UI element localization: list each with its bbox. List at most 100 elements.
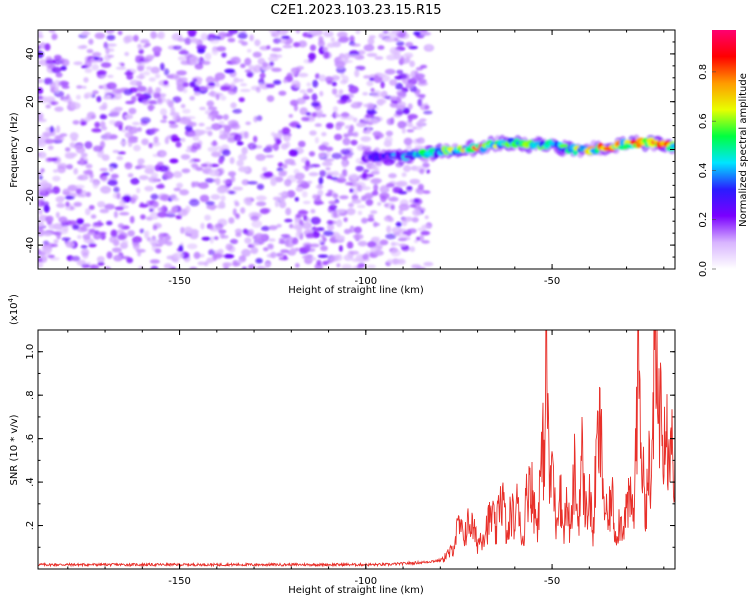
noise-blob (155, 87, 162, 94)
noise-blob (161, 205, 168, 213)
noise-blob (111, 247, 122, 253)
noise-blob (119, 211, 130, 216)
noise-blob (220, 95, 227, 101)
noise-blob (304, 165, 310, 172)
noise-blob (43, 232, 52, 237)
noise-blob (63, 98, 68, 103)
noise-blob (138, 72, 144, 80)
noise-blob (332, 41, 341, 48)
noise-blob (248, 229, 255, 237)
noise-blob (390, 95, 398, 101)
noise-blob (241, 179, 250, 186)
noise-blob (144, 164, 155, 171)
snr-y-label: SNR (10 * v/v) (9, 414, 20, 485)
noise-blob (363, 75, 371, 79)
noise-blob (181, 137, 186, 143)
noise-blob (115, 66, 127, 70)
noise-blob (256, 201, 267, 207)
noise-blob (56, 125, 61, 134)
noise-blob (151, 141, 161, 147)
noise-blob (38, 257, 43, 263)
noise-blob (129, 215, 135, 224)
noise-blob (275, 31, 280, 38)
noise-blob (205, 126, 213, 131)
noise-blob (117, 223, 125, 229)
noise-blob (93, 233, 102, 240)
noise-blob (56, 203, 66, 208)
noise-blob (57, 163, 68, 169)
y-tick-label: 20 (25, 95, 36, 108)
spectrogram-panel: -150 -100 -50 -40 -20 0 20 40 Height of straigh… (9, 29, 676, 296)
noise-blob (366, 264, 377, 269)
noise-blob (55, 196, 65, 203)
noise-blob (236, 141, 244, 146)
noise-blob (356, 204, 366, 209)
noise-blob (179, 189, 190, 196)
noise-blob (363, 169, 370, 173)
noise-blob (105, 46, 110, 55)
noise-blob (262, 166, 268, 172)
noise-blob (423, 190, 431, 194)
colorbar: 0.0 0.2 0.4 0.6 0.8 Normalized spectral ampl… (698, 30, 749, 277)
noise-blob (164, 136, 170, 145)
noise-blob (361, 217, 368, 224)
noise-blob (180, 226, 185, 234)
noise-blob (58, 228, 69, 235)
noise-blob (409, 178, 421, 185)
noise-blob (316, 112, 323, 118)
noise-blob (366, 109, 378, 115)
signal-core (669, 143, 675, 149)
noise-blob (207, 146, 219, 152)
noise-blob (223, 253, 235, 259)
noise-blob (340, 148, 351, 155)
noise-blob (252, 235, 260, 240)
noise-blob (106, 43, 117, 47)
noise-blob (364, 192, 374, 199)
noise-blob (229, 238, 239, 245)
noise-blob (65, 201, 70, 207)
noise-blob (237, 32, 248, 40)
noise-blob (149, 212, 160, 220)
noise-blob (202, 60, 211, 65)
noise-blob (309, 44, 317, 52)
noise-blob (38, 175, 43, 181)
noise-blob (383, 215, 393, 222)
noise-blob (199, 106, 206, 111)
noise-blob (188, 198, 200, 207)
noise-blob (328, 200, 338, 205)
noise-blob (349, 35, 355, 43)
noise-blob (191, 142, 201, 150)
noise-blob (384, 68, 396, 75)
x-tick-label: -50 (544, 276, 560, 287)
noise-blob (38, 187, 47, 194)
noise-blob (140, 117, 151, 124)
noise-blob (362, 92, 369, 96)
noise-blob (171, 206, 178, 214)
noise-blob (367, 37, 375, 46)
noise-blob (76, 218, 84, 225)
noise-blob (133, 34, 139, 42)
noise-blob (205, 76, 215, 84)
noise-blob (283, 134, 291, 142)
noise-blob (38, 34, 44, 39)
noise-blob (352, 233, 364, 240)
noise-blob (301, 116, 310, 122)
noise-blob (403, 164, 411, 173)
noise-blob (139, 94, 147, 99)
snr-series-line (38, 330, 675, 568)
noise-blob (420, 64, 428, 69)
noise-blob (38, 112, 44, 120)
noise-blob (238, 78, 244, 83)
noise-blob (292, 224, 304, 230)
noise-blob (352, 187, 359, 196)
noise-blob (176, 70, 187, 76)
noise-blob (269, 61, 275, 67)
noise-blob (353, 226, 362, 234)
noise-blob (124, 51, 130, 57)
noise-blob (335, 209, 346, 214)
noise-blob (45, 133, 50, 139)
noise-blob (236, 159, 244, 167)
noise-blob (219, 231, 225, 239)
noise-blob (90, 264, 100, 269)
noise-blob (213, 76, 220, 83)
